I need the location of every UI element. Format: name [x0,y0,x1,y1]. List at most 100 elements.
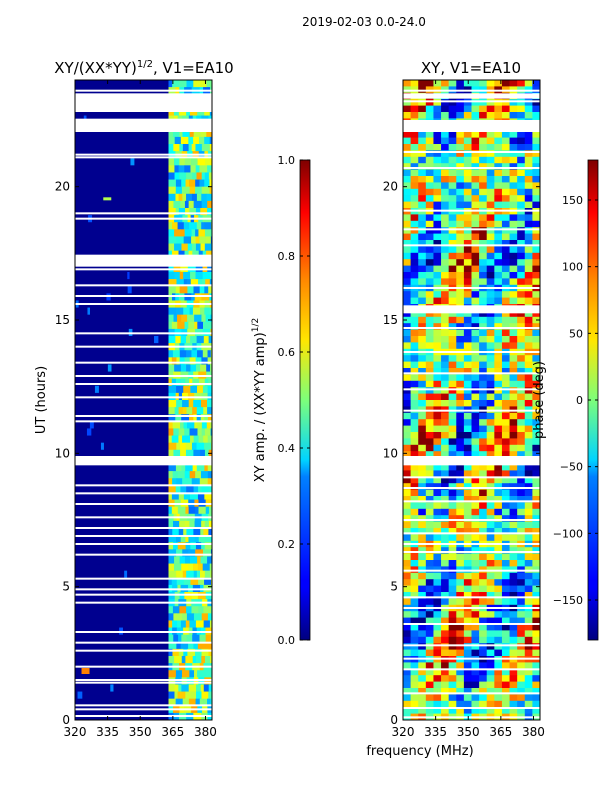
heatmap-cell [168,698,177,707]
heatmap-cell [471,201,480,209]
heatmap-cell [517,240,526,247]
heatmap-cell [195,620,205,628]
heatmap-cell [524,502,533,510]
heatmap-cell [403,259,412,266]
heatmap-cell [456,361,465,369]
heatmap-cell [425,579,434,586]
heatmap-cell [433,521,442,529]
x-tick-label: 380 [522,725,545,739]
heatmap-cell [189,129,195,138]
heatmap-cell [410,214,419,222]
heatmap-cell [196,336,205,344]
heatmap-cell [425,195,434,202]
heatmap-cell [425,316,434,324]
heatmap-cell [517,316,526,324]
heatmap-cell [501,323,510,330]
heatmap-cell [471,252,480,260]
heatmap-cell [471,579,480,586]
heatmap-cell [479,534,488,542]
heatmap-cell [509,368,518,375]
heatmap-cell [425,291,434,298]
heatmap-cell [205,535,212,543]
heatmap-cell [418,374,427,382]
heatmap-cell [418,195,427,202]
heatmap-cell [186,606,192,614]
heatmap-cell [479,470,488,478]
heatmap-cell [532,387,540,394]
heatmap-cell [479,572,488,580]
heatmap-cell [200,449,206,458]
heatmap-cell [486,214,495,222]
heatmap-cell [471,297,480,305]
heatmap-cell [501,336,510,343]
heatmap-cell [494,112,503,119]
colorbar-tick-label: 100 [562,261,583,274]
heatmap-cell [410,176,419,183]
heatmap-cell [207,478,212,486]
heatmap-cell [184,428,190,436]
heatmap-cell [479,201,488,209]
heatmap-cell [410,227,419,234]
heatmap-cell [456,144,465,151]
heatmap-cell [517,579,526,586]
heatmap-cell [183,236,192,244]
heatmap-cell [532,668,540,676]
y-tick-label: 10 [383,446,398,460]
heatmap-cell [197,350,204,358]
heatmap-cell [456,592,465,599]
heatmap-cell [195,272,204,280]
data-gap [75,679,212,681]
heatmap-cell [181,186,191,195]
heatmap-cell [209,179,212,188]
heatmap-cell [463,144,472,151]
heatmap-cell [181,613,188,621]
data-gap [403,607,540,609]
heatmap-cell [410,521,419,529]
heatmap-cell [202,279,206,287]
heatmap-cell [517,112,526,119]
heatmap-cell [204,414,209,422]
heatmap-cell [410,144,419,151]
heatmap-cell [532,476,540,484]
heatmap-cell [448,534,457,542]
heatmap-cell [448,400,457,407]
heatmap-cell [532,700,540,708]
heatmap-cell [204,243,212,252]
heatmap-cell [209,293,212,301]
heatmap-cell [425,329,434,337]
heatmap-cell [171,506,179,515]
heatmap-cell [486,464,495,471]
heatmap-cell [403,137,412,145]
heatmap-cell [456,489,465,497]
heatmap-cell [154,336,159,344]
heatmap-cell [193,613,203,621]
heatmap-cell [189,492,199,500]
heatmap-cell [168,193,176,202]
heatmap-cell [191,478,197,486]
heatmap-cell [425,425,434,433]
heatmap-cell [184,250,189,259]
y-tick-label: 10 [55,446,70,460]
data-gap [403,519,540,521]
heatmap-cell [195,506,199,515]
heatmap-cell [168,691,175,700]
heatmap-cell [486,259,495,266]
heatmap-cell [532,521,540,529]
heatmap-cell [501,99,510,106]
heatmap-cell [524,259,533,266]
heatmap-cell [433,99,442,106]
heatmap-cell [189,108,198,116]
heatmap-cell [494,451,503,458]
heatmap-cell [403,438,412,446]
heatmap-cell [174,592,180,600]
heatmap-cell [186,364,191,372]
heatmap-cell [410,297,419,305]
heatmap-cell [433,668,442,676]
heatmap-cell [425,336,434,343]
heatmap-cell [410,400,419,407]
data-gap [403,692,540,695]
heatmap-cell [410,80,419,87]
heatmap-cell [532,144,540,151]
heatmap-cell [168,542,174,550]
heatmap-cell [210,492,212,500]
